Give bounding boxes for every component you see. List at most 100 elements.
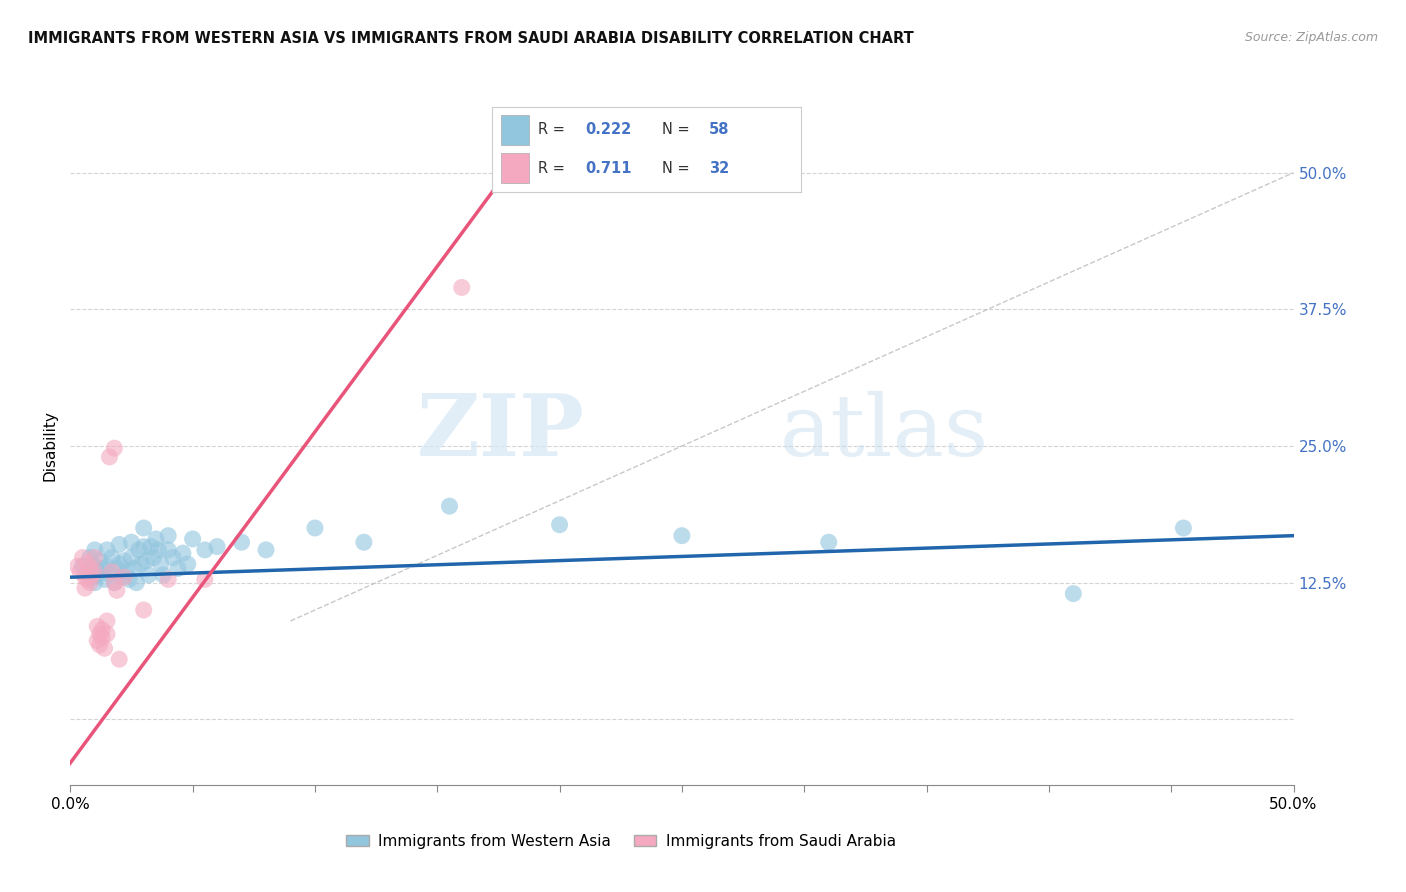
Point: [76, 573, 98, 587]
Point: [76, 565, 98, 579]
Point: [122, 561, 145, 575]
Point: [304, 521, 326, 535]
Point: [353, 535, 375, 549]
Point: [91, 631, 114, 645]
Y-axis label: Disability: Disability: [42, 410, 58, 482]
Point: [103, 441, 125, 455]
Text: 58: 58: [709, 122, 730, 137]
Point: [254, 542, 277, 557]
Point: [93, 573, 115, 587]
Point: [121, 535, 143, 549]
Point: [112, 554, 135, 568]
Legend: Immigrants from Western Asia, Immigrants from Saudi Arabia: Immigrants from Western Asia, Immigrants…: [340, 828, 901, 855]
Point: [135, 554, 157, 568]
Point: [76, 556, 98, 570]
Text: Source: ZipAtlas.com: Source: ZipAtlas.com: [1244, 31, 1378, 45]
Point: [91, 561, 114, 575]
Point: [132, 521, 155, 535]
Point: [548, 517, 571, 532]
Point: [79, 550, 101, 565]
Point: [450, 280, 472, 294]
Point: [73, 570, 96, 584]
Text: atlas: atlas: [780, 391, 988, 474]
FancyBboxPatch shape: [502, 153, 529, 183]
Point: [108, 652, 131, 666]
Point: [108, 557, 131, 571]
Point: [96, 559, 118, 574]
Text: R =: R =: [538, 161, 575, 176]
Point: [83, 565, 105, 579]
Point: [86, 633, 108, 648]
Point: [101, 565, 124, 579]
Point: [152, 568, 174, 582]
Point: [194, 542, 217, 557]
Text: IMMIGRANTS FROM WESTERN ASIA VS IMMIGRANTS FROM SAUDI ARABIA DISABILITY CORRELAT: IMMIGRANTS FROM WESTERN ASIA VS IMMIGRAN…: [28, 31, 914, 46]
Point: [98, 566, 121, 581]
Point: [118, 573, 141, 587]
Point: [205, 540, 228, 554]
Point: [162, 550, 184, 565]
Point: [66, 559, 89, 574]
Text: 0.711: 0.711: [585, 161, 631, 176]
Point: [115, 565, 138, 579]
Point: [157, 542, 180, 557]
Point: [93, 641, 115, 656]
Point: [103, 575, 125, 590]
Point: [83, 559, 105, 574]
Text: 0.222: 0.222: [585, 122, 631, 137]
Point: [79, 561, 101, 575]
Point: [108, 537, 131, 551]
Point: [89, 554, 111, 568]
Point: [1173, 521, 1195, 535]
Point: [89, 638, 111, 652]
Point: [86, 619, 108, 633]
Point: [231, 535, 253, 549]
Point: [91, 623, 114, 637]
Point: [157, 573, 180, 587]
Point: [172, 546, 194, 560]
Point: [167, 561, 190, 575]
Point: [125, 575, 148, 590]
Point: [96, 542, 118, 557]
Text: N =: N =: [662, 161, 695, 176]
Point: [105, 583, 128, 598]
Point: [112, 570, 135, 584]
Point: [111, 570, 134, 584]
Point: [817, 535, 839, 549]
Point: [142, 550, 165, 565]
Point: [72, 550, 94, 565]
Point: [132, 603, 155, 617]
Point: [96, 627, 118, 641]
Point: [671, 529, 693, 543]
Text: 32: 32: [709, 161, 728, 176]
Text: N =: N =: [662, 122, 695, 137]
FancyBboxPatch shape: [502, 115, 529, 145]
Point: [145, 532, 167, 546]
Point: [148, 542, 170, 557]
Point: [1062, 586, 1084, 600]
Point: [132, 540, 155, 554]
Point: [73, 581, 96, 595]
Point: [181, 532, 204, 546]
Point: [83, 542, 105, 557]
Point: [82, 568, 104, 582]
Point: [177, 557, 200, 571]
Point: [439, 499, 461, 513]
Text: R =: R =: [538, 122, 569, 137]
Point: [105, 561, 128, 575]
Point: [121, 550, 143, 565]
Point: [103, 575, 125, 590]
Point: [86, 568, 108, 582]
Point: [79, 575, 101, 590]
Point: [138, 568, 160, 582]
Point: [89, 627, 111, 641]
Point: [128, 542, 150, 557]
Text: ZIP: ZIP: [416, 391, 583, 475]
Point: [72, 559, 94, 574]
Point: [149, 557, 172, 571]
Point: [83, 550, 105, 565]
Point: [82, 570, 104, 584]
Point: [96, 614, 118, 628]
Point: [194, 573, 217, 587]
Point: [129, 557, 152, 571]
